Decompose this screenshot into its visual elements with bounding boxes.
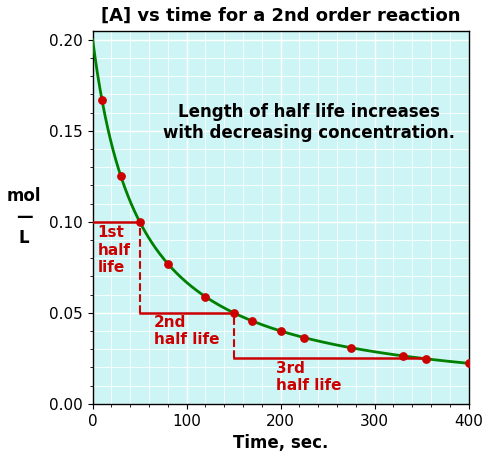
Y-axis label: mol
—
L: mol — L: [7, 187, 42, 247]
Point: [230, 309, 238, 316]
Point: [399, 352, 407, 359]
Point: [117, 173, 125, 180]
Text: 3rd
half life: 3rd half life: [276, 361, 342, 393]
Point: [465, 360, 472, 367]
Point: [201, 293, 209, 300]
Point: [248, 317, 256, 325]
Point: [300, 334, 308, 341]
Point: [347, 344, 355, 352]
Point: [98, 97, 106, 104]
Text: 2nd
half life: 2nd half life: [154, 314, 219, 347]
Point: [422, 355, 430, 363]
Text: Length of half life increases
with decreasing concentration.: Length of half life increases with decre…: [163, 103, 455, 142]
Text: 1st
half
life: 1st half life: [98, 225, 130, 275]
X-axis label: Time, sec.: Time, sec.: [233, 434, 328, 452]
Point: [164, 260, 172, 268]
Point: [136, 218, 144, 225]
Point: [277, 327, 285, 335]
Title: [A] vs time for a 2nd order reaction: [A] vs time for a 2nd order reaction: [101, 7, 461, 25]
